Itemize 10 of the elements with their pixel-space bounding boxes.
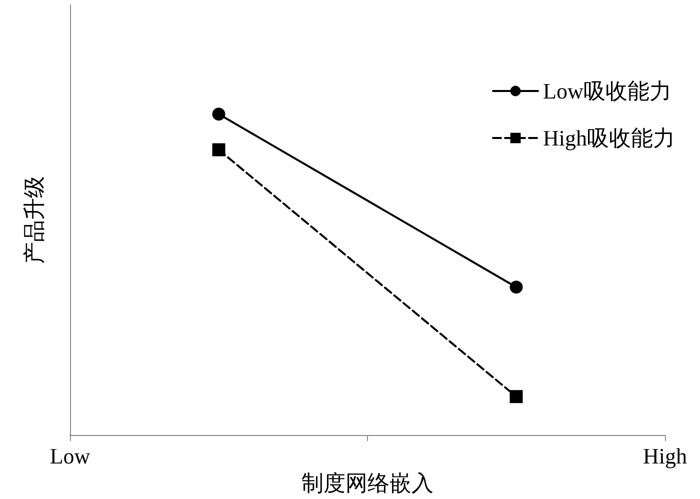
y-axis-title: 产品升级	[22, 176, 46, 264]
x-axis-title: 制度网络嵌入	[302, 470, 434, 496]
point	[510, 390, 523, 404]
point	[212, 108, 226, 121]
x-tick-label: Low	[50, 444, 90, 469]
x-tick-label: High	[643, 444, 687, 469]
legend-label: High吸收能力	[543, 126, 675, 150]
point	[212, 143, 226, 156]
legend-label: Low吸收能力	[543, 78, 672, 104]
point	[510, 280, 523, 294]
